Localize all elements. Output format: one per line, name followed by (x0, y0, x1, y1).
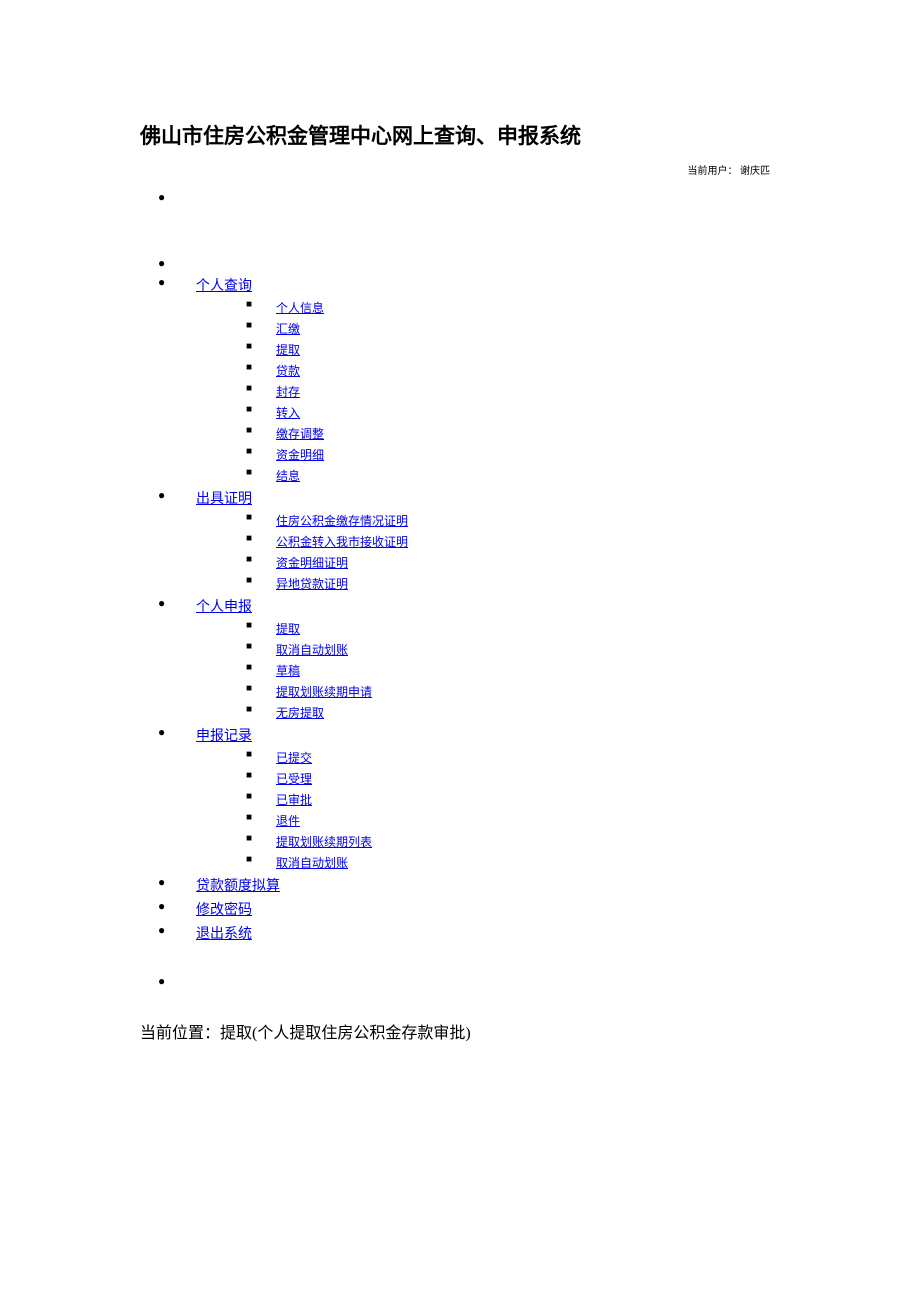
sub-item: 取消自动划账 (246, 641, 780, 658)
link-change-password[interactable]: 修改密码 (196, 903, 252, 918)
submenu-personal-query: 个人信息 汇缴 提取 贷款 封存 转入 缴存调整 资金明细 结息 (196, 299, 780, 484)
link-declare-withdraw[interactable]: 提取 (276, 622, 300, 636)
empty-bullet-1 (158, 189, 780, 205)
sub-item: 提取划账续期申请 (246, 683, 780, 700)
link-declare-record[interactable]: 申报记录 (196, 729, 252, 744)
sub-item: 结息 (246, 467, 780, 484)
link-certificate[interactable]: 出具证明 (196, 492, 252, 507)
link-submitted[interactable]: 已提交 (276, 751, 312, 765)
user-label: 当前用户： (688, 166, 738, 177)
sub-item: 贷款 (246, 362, 780, 379)
menu-item-change-password: 修改密码 (158, 899, 780, 919)
main-menu: 个人查询 个人信息 汇缴 提取 贷款 封存 转入 缴存调整 资金明细 结息 出具… (140, 275, 780, 943)
link-deposit-cert[interactable]: 住房公积金缴存情况证明 (276, 514, 408, 528)
link-rejected[interactable]: 退件 (276, 814, 300, 828)
empty-bullet-3 (140, 973, 780, 989)
sub-item: 缴存调整 (246, 425, 780, 442)
link-personal-query[interactable]: 个人查询 (196, 279, 252, 294)
menu-item-personal-declare: 个人申报 提取 取消自动划账 草稿 提取划账续期申请 无房提取 (158, 596, 780, 721)
link-fund-detail[interactable]: 资金明细 (276, 448, 324, 462)
sub-item: 取消自动划账 (246, 854, 780, 871)
link-approved[interactable]: 已审批 (276, 793, 312, 807)
link-accepted[interactable]: 已受理 (276, 772, 312, 786)
sub-item: 资金明细 (246, 446, 780, 463)
submenu-certificate: 住房公积金缴存情况证明 公积金转入我市接收证明 资金明细证明 异地贷款证明 (196, 512, 780, 592)
link-cancel-auto-rec[interactable]: 取消自动划账 (276, 856, 348, 870)
link-interest[interactable]: 结息 (276, 469, 300, 483)
top-bullet-list (140, 189, 780, 271)
menu-item-loan-calc: 贷款额度拟算 (158, 875, 780, 895)
menu-item-declare-record: 申报记录 已提交 已受理 已审批 退件 提取划账续期列表 取消自动划账 (158, 725, 780, 871)
sub-item: 无房提取 (246, 704, 780, 721)
link-transfer-cert[interactable]: 公积金转入我市接收证明 (276, 535, 408, 549)
sub-item: 退件 (246, 812, 780, 829)
page-title: 佛山市住房公积金管理中心网上查询、申报系统 (140, 120, 780, 150)
sub-item: 封存 (246, 383, 780, 400)
link-seal[interactable]: 封存 (276, 385, 300, 399)
link-no-house-withdraw[interactable]: 无房提取 (276, 706, 324, 720)
user-info: 当前用户： 谢庆匹 (140, 162, 780, 177)
link-draft[interactable]: 草稿 (276, 664, 300, 678)
empty-bullet-2 (158, 255, 780, 271)
link-logout[interactable]: 退出系统 (196, 927, 252, 942)
submenu-personal-declare: 提取 取消自动划账 草稿 提取划账续期申请 无房提取 (196, 620, 780, 721)
sub-item: 已审批 (246, 791, 780, 808)
sub-item: 公积金转入我市接收证明 (246, 533, 780, 550)
link-renewal-list[interactable]: 提取划账续期列表 (276, 835, 372, 849)
link-personal-info[interactable]: 个人信息 (276, 301, 324, 315)
link-withdraw[interactable]: 提取 (276, 343, 300, 357)
menu-item-logout: 退出系统 (158, 923, 780, 943)
menu-item-certificate: 出具证明 住房公积金缴存情况证明 公积金转入我市接收证明 资金明细证明 异地贷款… (158, 488, 780, 592)
link-renewal-apply[interactable]: 提取划账续期申请 (276, 685, 372, 699)
breadcrumb: 当前位置：提取(个人提取住房公积金存款审批) (140, 1019, 780, 1043)
sub-item: 草稿 (246, 662, 780, 679)
link-transfer-in[interactable]: 转入 (276, 406, 300, 420)
link-deposit-adjust[interactable]: 缴存调整 (276, 427, 324, 441)
sub-item: 提取划账续期列表 (246, 833, 780, 850)
user-name: 谢庆匹 (740, 166, 770, 177)
link-remote-loan-cert[interactable]: 异地贷款证明 (276, 577, 348, 591)
sub-item: 转入 (246, 404, 780, 421)
sub-item: 异地贷款证明 (246, 575, 780, 592)
sub-item: 汇缴 (246, 320, 780, 337)
sub-item: 住房公积金缴存情况证明 (246, 512, 780, 529)
link-personal-declare[interactable]: 个人申报 (196, 600, 252, 615)
link-cancel-auto[interactable]: 取消自动划账 (276, 643, 348, 657)
link-fund-cert[interactable]: 资金明细证明 (276, 556, 348, 570)
menu-item-personal-query: 个人查询 个人信息 汇缴 提取 贷款 封存 转入 缴存调整 资金明细 结息 (158, 275, 780, 484)
breadcrumb-label: 当前位置： (140, 1025, 220, 1042)
breadcrumb-value: 提取(个人提取住房公积金存款审批) (220, 1025, 471, 1042)
link-remittance[interactable]: 汇缴 (276, 322, 300, 336)
submenu-declare-record: 已提交 已受理 已审批 退件 提取划账续期列表 取消自动划账 (196, 749, 780, 871)
sub-item: 个人信息 (246, 299, 780, 316)
sub-item: 提取 (246, 620, 780, 637)
sub-item: 已受理 (246, 770, 780, 787)
page-container: 佛山市住房公积金管理中心网上查询、申报系统 当前用户： 谢庆匹 个人查询 个人信… (0, 0, 920, 1302)
sub-item: 已提交 (246, 749, 780, 766)
sub-item: 提取 (246, 341, 780, 358)
sub-item: 资金明细证明 (246, 554, 780, 571)
link-loan[interactable]: 贷款 (276, 364, 300, 378)
link-loan-calc[interactable]: 贷款额度拟算 (196, 879, 280, 894)
